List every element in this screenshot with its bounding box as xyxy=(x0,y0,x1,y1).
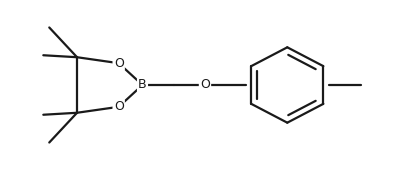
Text: O: O xyxy=(114,57,124,70)
Text: O: O xyxy=(200,78,210,91)
Text: O: O xyxy=(114,100,124,113)
Text: B: B xyxy=(138,78,147,91)
